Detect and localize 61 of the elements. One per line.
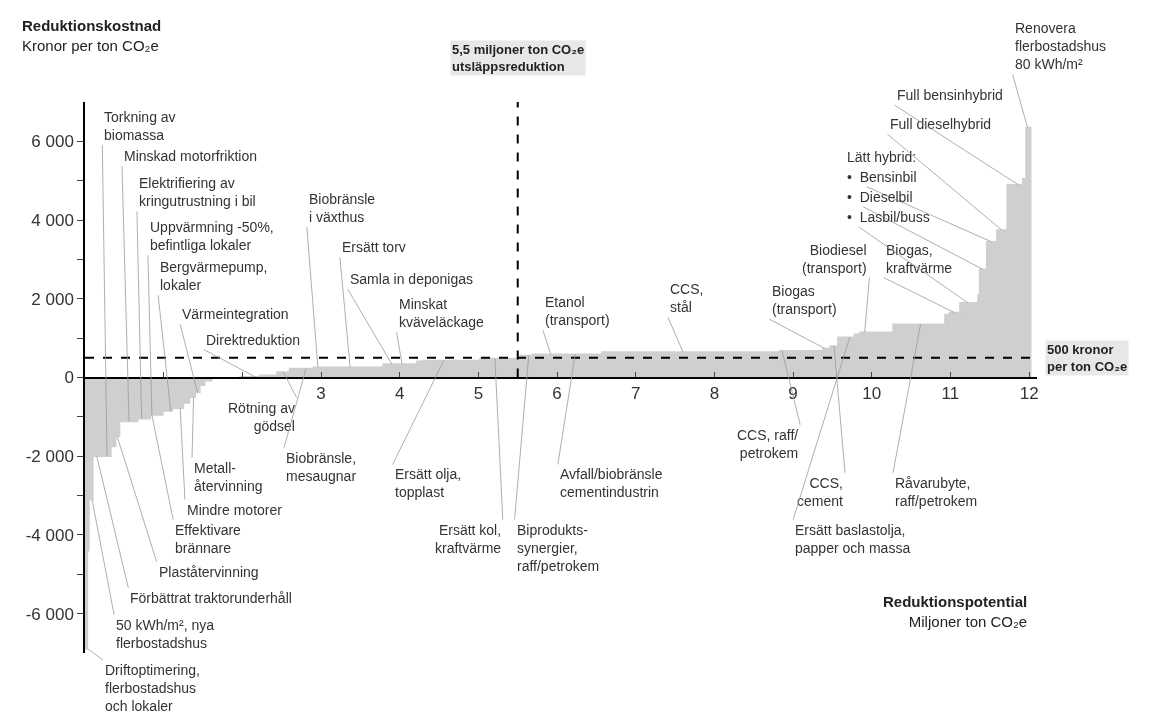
annotation: Biprodukts- synergier, raff/petrokem: [517, 522, 600, 575]
annotation: Uppvärmning -50%, befintliga lokaler: [150, 219, 274, 254]
x-tick-label: 11: [941, 383, 960, 403]
annotation: Biogas, kraftvärme: [886, 242, 953, 277]
annotation: Etanol (transport): [545, 294, 610, 329]
annotation: Direktreduktion: [206, 332, 301, 348]
x-tick-label: 12: [1019, 383, 1039, 403]
annotation: Metall- återvinning: [194, 460, 263, 495]
annotation: Elektrifiering av kringutrustning i bil: [139, 175, 256, 210]
y-tick-label: 2 000: [31, 289, 74, 309]
x-tick-label: 5: [473, 383, 484, 403]
x-tick-label: 6: [552, 383, 562, 403]
annotation: Lätt hybrid:: [847, 149, 917, 165]
annotation: Rötning av gödsel: [228, 400, 295, 435]
y-tick-label: -4 000: [25, 525, 74, 545]
annotation: Råvarubyte, raff/petrokem: [895, 475, 978, 510]
annotation: Plaståtervinning: [159, 564, 259, 580]
annotation: Ersätt olja, topplast: [395, 466, 462, 501]
ref-line-label: 500 kronor per ton CO₂e: [1047, 342, 1128, 374]
annotation: Biobränsle, mesaugnar: [286, 450, 357, 485]
annotation: Avfall/biobränsle cementindustrin: [560, 466, 663, 501]
annotation: Samla in deponigas: [350, 271, 473, 287]
annotation: Biogas (transport): [772, 283, 837, 318]
y-tick-label: 4 000: [31, 211, 74, 231]
y-tick-label: -6 000: [25, 604, 74, 624]
annotation: Förbättrat traktorunderhåll: [130, 590, 292, 606]
x-tick-label: 8: [709, 383, 720, 403]
x-tick-label: 3: [316, 383, 326, 403]
annotation: Ersätt kol, kraftvärme: [435, 522, 502, 557]
x-tick-label: 10: [862, 383, 882, 403]
annotation: CCS, raff/ petrokem: [737, 427, 799, 462]
y-tick-label: 0: [64, 368, 74, 388]
annotation: Ersätt torv: [342, 239, 406, 255]
annotation: Biobränsle i växthus: [309, 191, 376, 226]
y-tick-label: -2 000: [25, 447, 74, 467]
x-tick-label: 9: [788, 383, 798, 403]
annotation: Full bensinhybrid: [897, 87, 1003, 103]
annotation: Biodiesel (transport): [802, 242, 867, 277]
annotation: CCS, cement: [797, 475, 844, 510]
annotation: Full dieselhybrid: [890, 116, 992, 132]
annotation: • Dieselbil: [847, 189, 913, 205]
x-tick-label: 4: [394, 383, 405, 403]
annotation: Renovera flerbostadshus 80 kWh/m²: [1015, 20, 1107, 73]
annotation: Torkning av biomassa: [104, 109, 176, 144]
annotation: Mindre motorer: [187, 502, 283, 518]
annotation: CCS, stål: [670, 281, 704, 316]
annotation: Ersätt baslastolja, papper och massa: [795, 522, 911, 557]
y-tick-label: 6 000: [31, 132, 74, 152]
x-tick-label: 7: [631, 383, 641, 403]
annotation: 50 kWh/m², nya flerbostadshus: [116, 617, 215, 652]
y-axis-title: Reduktionskostnad Kronor per ton CO₂e: [22, 17, 162, 54]
annotation: Driftoptimering, flerbostadshus och lokaler: [105, 662, 200, 714]
ref-line-label: 5,5 miljoner ton CO₂e utsläppsreduktion: [452, 42, 585, 74]
annotation: • Bensinbil: [847, 169, 917, 185]
annotation: • Lasbil/buss: [847, 209, 930, 225]
annotation: Bergvärmepump, lokaler: [160, 259, 268, 294]
x-axis-title: Reduktionspotential Miljoner ton CO₂e: [883, 593, 1028, 630]
annotation: Minskad motorfriktion: [124, 148, 258, 164]
annotation: Effektivare brännare: [175, 522, 242, 557]
annotation: Värmeintegration: [182, 306, 289, 322]
annotation: Minskat kväveläckage: [399, 296, 485, 331]
